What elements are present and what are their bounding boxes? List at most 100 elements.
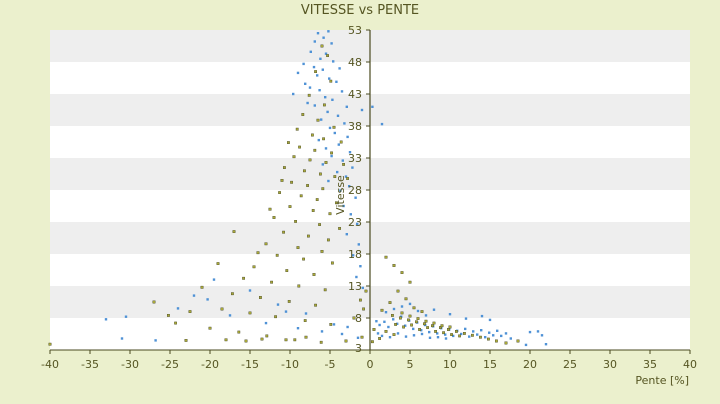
data-point (333, 175, 337, 178)
data-point (318, 89, 321, 92)
y-axis (366, 29, 371, 351)
data-point (316, 118, 320, 122)
data-point (448, 313, 452, 316)
data-point (284, 338, 288, 342)
data-point (420, 310, 424, 313)
data-point (360, 335, 364, 339)
data-point (264, 242, 268, 246)
data-point (320, 118, 323, 121)
data-point (314, 70, 317, 74)
data-point (372, 328, 376, 331)
data-point (383, 320, 386, 323)
data-point (297, 284, 301, 288)
data-point (320, 330, 324, 333)
data-point (371, 105, 374, 108)
data-point (293, 338, 297, 342)
data-point (404, 297, 408, 301)
data-point (309, 50, 312, 53)
data-point (313, 104, 316, 107)
data-point (174, 321, 177, 325)
data-point (346, 325, 349, 329)
data-point (208, 326, 212, 330)
data-point (321, 68, 324, 71)
data-point (337, 143, 340, 146)
data-point (349, 213, 352, 216)
data-point (392, 307, 396, 311)
data-point (423, 322, 426, 326)
data-point (242, 276, 245, 280)
data-point (307, 93, 311, 97)
data-point (504, 341, 508, 345)
data-point (480, 314, 484, 318)
data-point (232, 230, 236, 233)
data-point (391, 314, 394, 317)
data-point (333, 131, 336, 135)
data-point (237, 330, 241, 334)
data-point (324, 52, 328, 55)
data-point (351, 166, 354, 169)
x-tick-label: -10 (281, 358, 299, 371)
data-point (471, 333, 474, 337)
x-tick-label: -40 (41, 358, 59, 371)
x-tick-label: -15 (241, 358, 259, 371)
data-point (416, 309, 420, 313)
x-tick-label: 0 (367, 358, 374, 371)
data-point (308, 86, 312, 89)
data-point (392, 318, 395, 321)
data-point (380, 308, 384, 312)
data-point (259, 296, 262, 299)
data-point (313, 40, 316, 43)
data-point (287, 141, 290, 144)
data-point (342, 162, 345, 166)
data-point (343, 122, 346, 125)
y-tick-label: 13 (348, 280, 362, 293)
data-point (314, 303, 317, 307)
data-point (230, 292, 234, 296)
data-point (359, 265, 362, 268)
x-tick-label: -25 (161, 358, 179, 371)
data-point (472, 330, 475, 333)
data-point (352, 254, 355, 257)
data-point (184, 339, 188, 342)
data-point (344, 175, 348, 178)
data-point (428, 336, 432, 339)
data-point (536, 330, 540, 333)
data-point (264, 321, 268, 325)
data-point (412, 327, 415, 331)
data-point (495, 339, 498, 343)
data-point (321, 163, 324, 166)
data-point (388, 301, 392, 304)
data-point (324, 96, 327, 99)
data-point (320, 249, 324, 253)
data-point (320, 44, 324, 48)
data-point (322, 137, 325, 141)
data-point (317, 138, 320, 142)
data-point (124, 315, 128, 318)
y-tick-label: 48 (348, 56, 362, 69)
data-point (355, 275, 358, 279)
data-point (340, 332, 344, 336)
data-point (265, 334, 269, 338)
data-point (488, 318, 492, 322)
data-point (420, 332, 424, 336)
data-point (396, 332, 400, 335)
data-point (455, 330, 458, 333)
data-point (360, 108, 364, 112)
data-point (329, 323, 333, 326)
data-point (306, 101, 309, 105)
data-point (356, 336, 360, 339)
data-point (331, 98, 334, 101)
x-tick-label: 35 (643, 358, 657, 371)
data-point (500, 334, 503, 338)
data-point (361, 286, 364, 290)
data-point (296, 71, 300, 75)
y-tick-label: 53 (348, 24, 362, 37)
chart-title: VITESSE vs PENTE (301, 3, 419, 18)
data-point (324, 147, 328, 150)
data-point (319, 340, 323, 344)
data-point (440, 324, 444, 328)
data-point (260, 337, 264, 341)
data-point (220, 307, 224, 311)
